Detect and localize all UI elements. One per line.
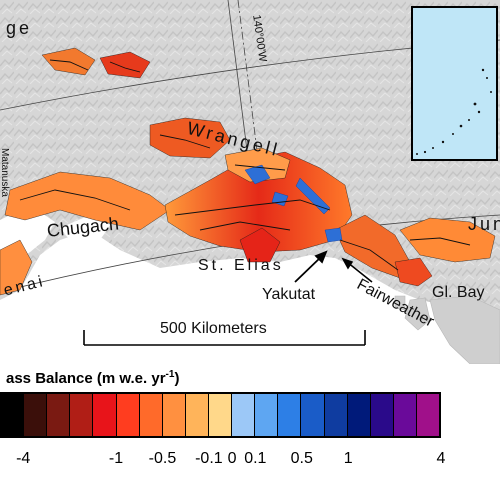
- label-juneau: Jun: [468, 214, 500, 234]
- legend-swatch: [300, 394, 324, 436]
- legend-tick-label: -0.1: [195, 450, 223, 467]
- fairweather-arrow: [341, 257, 373, 283]
- legend-swatch: [369, 394, 393, 436]
- inset-coastline: [416, 68, 492, 155]
- legend-swatch: [115, 394, 139, 436]
- label-vertical-left: Matanuska: [0, 148, 10, 197]
- scale-bar: [83, 330, 366, 346]
- legend-swatch: [323, 394, 347, 436]
- legend-swatch: [231, 394, 255, 436]
- scale-bar-label: 500 Kilometers: [160, 320, 267, 337]
- flowlines: [19, 59, 471, 271]
- legend-tick-label: 4: [436, 450, 446, 467]
- label-glacier-bay: Gl. Bay: [432, 284, 485, 301]
- inset-locator-map: [411, 6, 498, 161]
- legend-tick-label: -1: [108, 450, 124, 467]
- legend-swatch: [69, 394, 93, 436]
- legend-tick-label: 0: [227, 450, 237, 467]
- southeast-islands: [394, 295, 500, 365]
- legend-title-suffix: ): [174, 370, 180, 387]
- legend-swatch: [23, 394, 47, 436]
- legend-swatch: [392, 394, 416, 436]
- color-ramp: [0, 392, 441, 438]
- label-alaska-range: ge: [6, 18, 33, 38]
- label-st-elias: St. Elias: [198, 257, 284, 274]
- legend-tick-label: -0.5: [148, 450, 177, 467]
- legend-title-exponent: -1: [165, 369, 175, 380]
- legend-swatch: [415, 394, 440, 436]
- coast-inlet-pws: [60, 215, 110, 240]
- legend-swatch: [277, 394, 301, 436]
- legend-swatch: [161, 394, 185, 436]
- legend-swatch: [207, 394, 232, 436]
- legend-swatch: [346, 394, 370, 436]
- legend-swatch: [92, 394, 116, 436]
- legend-title-text: ass Balance (m w.e. yr: [6, 370, 166, 387]
- mass-balance-legend: ass Balance (m w.e. yr-1) -4 -1 -0.5 -0.1 0 0…: [0, 364, 500, 500]
- legend-swatch: [254, 394, 278, 436]
- legend-tick-label: 0.5: [290, 450, 313, 467]
- legend-tick-label: 0.1: [244, 450, 267, 467]
- legend-swatch: [46, 394, 70, 436]
- legend-tick-label: 1: [343, 450, 353, 467]
- legend-title: ass Balance (m w.e. yr-1): [6, 369, 179, 387]
- legend-swatch: [138, 394, 162, 436]
- label-yakutat: Yakutat: [262, 286, 316, 303]
- yakutat-arrow: [294, 250, 328, 283]
- ocean: [0, 230, 500, 364]
- legend-tick-label: -4: [16, 450, 31, 467]
- legend-swatch: [0, 394, 24, 436]
- legend-swatch: [184, 394, 208, 436]
